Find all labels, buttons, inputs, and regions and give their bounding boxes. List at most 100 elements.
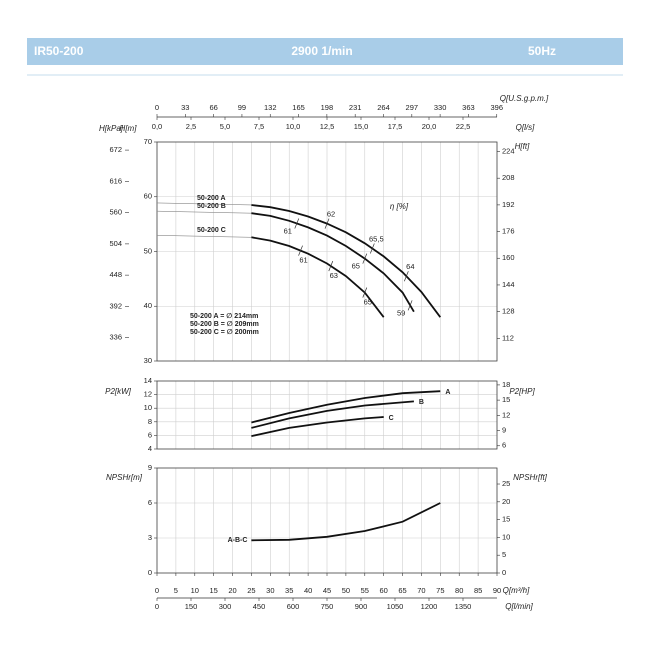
efficiency-tick — [404, 271, 409, 282]
y-tick-label: 8 — [148, 417, 152, 426]
bottom-outer-tick-label: 1200 — [421, 602, 438, 611]
x-tick-label: 30 — [266, 586, 274, 595]
y2-axis-label: P2[HP] — [509, 387, 535, 396]
series-label: C — [389, 415, 394, 422]
speed: 2900 1/min — [291, 44, 352, 58]
top-tick-label: 7,5 — [254, 122, 264, 131]
efficiency-label: 65 — [364, 298, 372, 307]
y-outer-tick-label: 336 — [109, 333, 122, 342]
legend-line: 50-200 B = ∅ 209mm — [190, 321, 259, 328]
x-axis-label: Q[m³/h] — [503, 586, 530, 595]
legend-line: 50-200 A = ∅ 214mm — [190, 313, 258, 320]
curve — [251, 502, 441, 542]
top-tick-label: 0,0 — [152, 122, 162, 131]
curve — [251, 390, 441, 424]
y-axis-label: H[m] — [120, 124, 138, 133]
y-tick-label: 10 — [144, 403, 152, 412]
efficiency-label: 64 — [406, 262, 414, 271]
top-tick-label: 20,0 — [422, 122, 437, 131]
y-outer-tick-label: 448 — [109, 270, 122, 279]
efficiency-tick — [298, 245, 303, 256]
y-tick-label: 6 — [148, 498, 152, 507]
top-tick-label: 5,0 — [220, 122, 230, 131]
top-tick-label: 330 — [434, 103, 447, 112]
header-bar — [27, 38, 623, 65]
x-tick-label: 5 — [174, 586, 178, 595]
efficiency-tick — [294, 218, 300, 229]
y-tick-label: 30 — [144, 356, 152, 365]
y-outer-tick-label: 504 — [109, 239, 122, 248]
y2-tick-label: 224 — [502, 146, 515, 155]
y-tick-label: 4 — [148, 444, 152, 453]
top-tick-label: 2,5 — [186, 122, 196, 131]
top-tick-label: 10,0 — [286, 122, 301, 131]
top-axis-label: Q[U.S.g.p.m.] — [500, 94, 549, 103]
x-tick-label: 55 — [361, 586, 369, 595]
top-axis-label: Q[l/s] — [516, 123, 535, 132]
y2-tick-label: 112 — [502, 333, 514, 342]
top-tick-label: 0 — [155, 103, 159, 112]
efficiency-title: η [%] — [390, 202, 409, 211]
top-tick-label: 12,5 — [320, 122, 335, 131]
top-tick-label: 22,5 — [456, 122, 471, 131]
y-tick-label: 40 — [144, 301, 152, 310]
efficiency-tick — [362, 287, 368, 298]
x-tick-label: 85 — [474, 586, 482, 595]
y2-tick-label: 176 — [502, 227, 515, 236]
efficiency-tick — [324, 218, 330, 229]
y-axis-label: NPSHr[m] — [106, 473, 143, 482]
y2-axis-label: H[ft] — [515, 142, 530, 151]
series-label: A-B-C — [228, 537, 248, 544]
top-tick-label: 363 — [462, 103, 475, 112]
y2-tick-label: 144 — [502, 280, 515, 289]
y2-tick-label: 208 — [502, 173, 515, 182]
y2-tick-label: 15 — [502, 515, 510, 524]
efficiency-tick — [362, 253, 368, 264]
y2-tick-label: 160 — [502, 253, 515, 262]
efficiency-tick — [370, 243, 375, 254]
x-tick-label: 10 — [191, 586, 199, 595]
y-axis-label: P2[kW] — [105, 387, 132, 396]
top-tick-label: 17,5 — [388, 122, 403, 131]
top-tick-label: 264 — [377, 103, 390, 112]
y-tick-label: 3 — [148, 533, 152, 542]
efficiency-label: 62 — [327, 210, 335, 219]
x-tick-label: 70 — [417, 586, 425, 595]
x-tick-label: 45 — [323, 586, 331, 595]
efficiency-label: 61 — [299, 256, 307, 265]
efficiency-label: 65,5 — [369, 235, 384, 244]
x-tick-label: 0 — [155, 586, 159, 595]
bottom-outer-tick-label: 300 — [219, 602, 232, 611]
top-tick-label: 99 — [238, 103, 246, 112]
plot-frame — [156, 141, 498, 362]
bottom-outer-tick-label: 150 — [185, 602, 198, 611]
legend-line: 50-200 C = ∅ 200mm — [190, 329, 259, 336]
x-tick-label: 20 — [228, 586, 236, 595]
curve — [251, 212, 415, 313]
leader-line — [156, 202, 252, 206]
series-label: 50-200 B — [197, 203, 226, 210]
y2-tick-label: 5 — [502, 550, 506, 559]
y2-tick-label: 12 — [502, 410, 510, 419]
x-tick-label: 40 — [304, 586, 312, 595]
plot-frame — [156, 380, 498, 450]
top-tick-label: 132 — [264, 103, 277, 112]
efficiency-label: 65 — [352, 262, 360, 271]
x-tick-label: 65 — [398, 586, 406, 595]
model: IR50-200 — [34, 44, 84, 58]
y-outer-tick-label: 616 — [109, 176, 122, 185]
top-tick-label: 165 — [292, 103, 305, 112]
y2-axis-label: NPSHr[ft] — [513, 473, 548, 482]
y2-tick-label: 6 — [502, 441, 506, 450]
y2-tick-label: 20 — [502, 497, 510, 506]
y2-tick-label: 15 — [502, 395, 510, 404]
y2-tick-label: 25 — [502, 479, 510, 488]
y2-tick-label: 18 — [502, 380, 510, 389]
efficiency-label: 59 — [397, 308, 405, 317]
x-tick-label: 35 — [285, 586, 293, 595]
bottom-outer-tick-label: 600 — [287, 602, 300, 611]
bottom-outer-tick-label: 1050 — [387, 602, 404, 611]
efficiency-label: 61 — [284, 226, 292, 235]
y-outer-tick-label: 672 — [109, 145, 122, 154]
